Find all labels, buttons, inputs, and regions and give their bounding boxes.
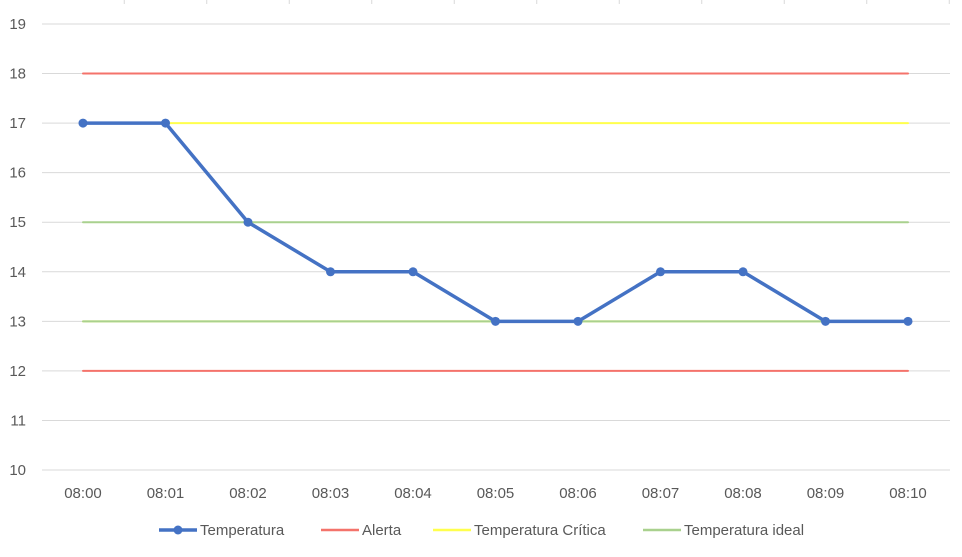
- legend-item: Temperatura ideal: [643, 522, 804, 539]
- data-point: [161, 118, 170, 128]
- data-point: [656, 267, 665, 277]
- x-tick-label: 08:04: [394, 485, 432, 502]
- grid-layer: [42, 0, 950, 471]
- legend-label: Alerta: [362, 522, 402, 539]
- y-tick-label: 11: [10, 412, 26, 429]
- axis-layer: 10 11 12 13 14 15 16 17 18 19 08:00 08:01 08:02 08:03…: [9, 16, 926, 502]
- x-tick-label: 08:06: [559, 485, 597, 502]
- y-tick-label: 17: [9, 115, 26, 132]
- y-tick-label: 15: [9, 214, 26, 231]
- y-tick-label: 10: [9, 462, 26, 479]
- data-point: [738, 267, 748, 277]
- x-tick-label: 08:07: [642, 485, 680, 502]
- y-tick-label: 12: [9, 363, 26, 380]
- data-point: [78, 118, 88, 128]
- legend-label: Temperatura: [200, 522, 285, 539]
- legend: Temperatura Alerta Temperatura Crítica Temp…: [159, 522, 804, 539]
- y-tick-label: 13: [9, 313, 26, 330]
- data-point: [821, 316, 830, 326]
- data-point: [243, 217, 253, 227]
- data-point: [573, 316, 583, 326]
- x-tick-label: 08:00: [64, 485, 102, 502]
- x-tick-label: 08:03: [312, 485, 350, 502]
- data-point: [491, 316, 500, 326]
- legend-item: Temperatura: [159, 522, 285, 539]
- x-tick-label: 08:05: [477, 485, 515, 502]
- x-tick-label: 08:01: [147, 485, 185, 502]
- y-tick-label: 18: [9, 66, 26, 83]
- data-point: [326, 267, 335, 277]
- data-point: [408, 267, 418, 277]
- x-tick-label: 08:08: [724, 485, 762, 502]
- x-tick-label: 08:02: [229, 485, 267, 502]
- data-point: [903, 316, 913, 326]
- x-tick-label: 08:10: [889, 485, 927, 502]
- legend-item: Alerta: [321, 522, 402, 539]
- legend-label: Temperatura ideal: [684, 522, 804, 539]
- y-tick-label: 14: [9, 264, 26, 281]
- y-tick-label: 16: [9, 165, 26, 182]
- series-layer: [78, 72, 913, 372]
- legend-label: Temperatura Crítica: [474, 522, 606, 539]
- x-tick-label: 08:09: [807, 485, 845, 502]
- y-tick-label: 19: [9, 16, 26, 33]
- legend-item: Temperatura Crítica: [433, 522, 606, 539]
- legend-marker: [173, 525, 183, 535]
